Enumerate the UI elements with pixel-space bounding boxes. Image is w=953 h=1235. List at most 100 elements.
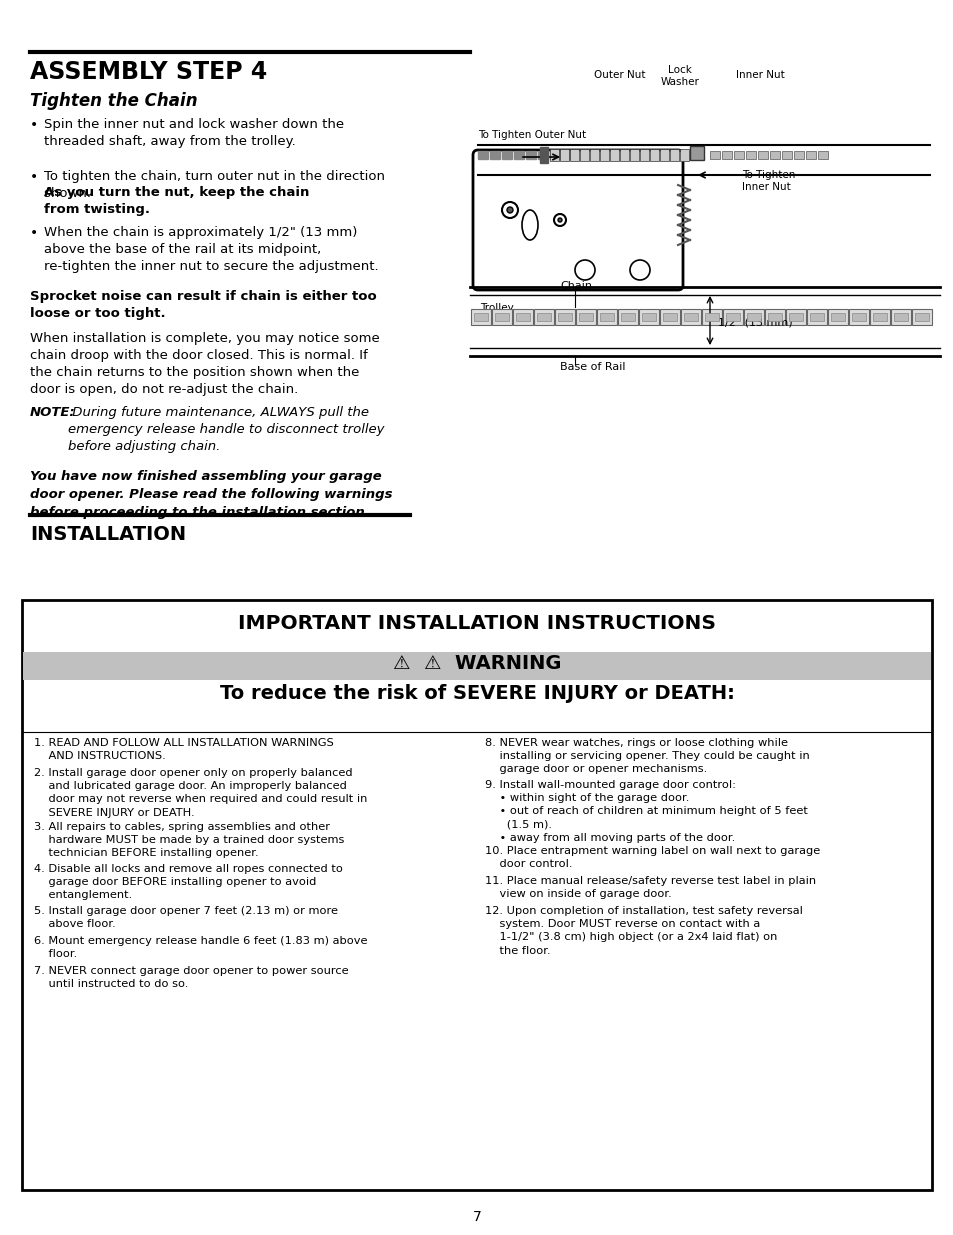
Bar bbox=[569, 149, 578, 161]
Text: •: • bbox=[30, 226, 38, 240]
Text: As you turn the nut, keep the chain
from twisting.: As you turn the nut, keep the chain from… bbox=[44, 186, 309, 216]
Bar bbox=[669, 149, 679, 161]
Text: ASSEMBLY STEP 4: ASSEMBLY STEP 4 bbox=[30, 61, 267, 84]
Text: 4. Disable all locks and remove all ropes connected to
    garage door BEFORE in: 4. Disable all locks and remove all rope… bbox=[34, 864, 342, 900]
Bar bbox=[793, 151, 803, 159]
Bar bbox=[830, 312, 844, 321]
Bar bbox=[471, 309, 491, 325]
Bar bbox=[555, 309, 575, 325]
Text: Sprocket noise can result if chain is either too
loose or too tight.: Sprocket noise can result if chain is ei… bbox=[30, 290, 376, 320]
Bar bbox=[679, 149, 688, 161]
Bar bbox=[477, 151, 488, 159]
Bar bbox=[689, 146, 703, 161]
Text: 1. READ AND FOLLOW ALL INSTALLATION WARNINGS
    AND INSTRUCTIONS.: 1. READ AND FOLLOW ALL INSTALLATION WARN… bbox=[34, 739, 334, 761]
Circle shape bbox=[575, 261, 595, 280]
Bar bbox=[701, 309, 721, 325]
Bar bbox=[848, 309, 868, 325]
Text: 7. NEVER connect garage door opener to power source
    until instructed to do s: 7. NEVER connect garage door opener to p… bbox=[34, 966, 348, 989]
Bar bbox=[514, 151, 523, 159]
Bar bbox=[743, 309, 763, 325]
Text: To Tighten Outer Nut: To Tighten Outer Nut bbox=[477, 130, 585, 140]
Bar bbox=[769, 151, 780, 159]
Bar bbox=[599, 149, 608, 161]
Bar bbox=[827, 309, 847, 325]
Bar bbox=[869, 309, 889, 325]
Bar bbox=[589, 149, 598, 161]
Bar bbox=[639, 149, 648, 161]
Bar bbox=[817, 151, 827, 159]
Text: 7: 7 bbox=[472, 1210, 481, 1224]
Bar bbox=[561, 151, 572, 159]
Text: ⚠  ⚠  WARNING: ⚠ ⚠ WARNING bbox=[393, 655, 560, 673]
Text: You have now finished assembling your garage
door opener. Please read the follow: You have now finished assembling your ga… bbox=[30, 471, 392, 519]
Bar bbox=[513, 309, 533, 325]
Bar bbox=[492, 309, 512, 325]
Text: Lock
Washer: Lock Washer bbox=[659, 65, 699, 88]
Bar bbox=[659, 309, 679, 325]
Bar bbox=[745, 151, 755, 159]
Circle shape bbox=[629, 261, 649, 280]
Bar bbox=[806, 309, 826, 325]
Bar bbox=[788, 312, 802, 321]
Text: When the chain is approximately 1/2" (13 mm)
above the base of the rail at its m: When the chain is approximately 1/2" (13… bbox=[44, 226, 378, 273]
Bar bbox=[725, 312, 740, 321]
Bar bbox=[641, 312, 656, 321]
Text: Tighten the Chain: Tighten the Chain bbox=[30, 91, 197, 110]
Bar bbox=[733, 151, 743, 159]
Bar bbox=[722, 309, 742, 325]
Text: 5. Install garage door opener 7 feet (2.13 m) or more
    above floor.: 5. Install garage door opener 7 feet (2.… bbox=[34, 906, 337, 929]
Bar bbox=[914, 312, 928, 321]
Text: During future maintenance, ALWAYS pull the
emergency release handle to disconnec: During future maintenance, ALWAYS pull t… bbox=[68, 406, 384, 453]
Bar bbox=[704, 312, 719, 321]
Text: When installation is complete, you may notice some
chain droop with the door clo: When installation is complete, you may n… bbox=[30, 332, 379, 396]
Bar bbox=[758, 151, 767, 159]
Text: To Tighten
Inner Nut: To Tighten Inner Nut bbox=[741, 170, 795, 193]
Bar bbox=[534, 309, 554, 325]
Bar bbox=[785, 309, 805, 325]
Bar bbox=[781, 151, 791, 159]
Bar bbox=[579, 149, 588, 161]
Bar bbox=[539, 147, 547, 163]
Bar bbox=[619, 149, 628, 161]
Text: Base of Rail: Base of Rail bbox=[559, 362, 625, 372]
Text: 9. Install wall-mounted garage door control:
    • within sight of the garage do: 9. Install wall-mounted garage door cont… bbox=[484, 781, 807, 842]
Bar bbox=[767, 312, 781, 321]
Text: 1/2" (13 mm): 1/2" (13 mm) bbox=[718, 317, 792, 327]
Text: 3. All repairs to cables, spring assemblies and other
    hardware MUST be made : 3. All repairs to cables, spring assembl… bbox=[34, 823, 344, 858]
Bar bbox=[576, 309, 596, 325]
Text: To tighten the chain, turn outer nut in the direction
shown.: To tighten the chain, turn outer nut in … bbox=[44, 170, 385, 200]
Bar bbox=[490, 151, 499, 159]
Bar bbox=[620, 312, 635, 321]
Text: IMPORTANT INSTALLATION INSTRUCTIONS: IMPORTANT INSTALLATION INSTRUCTIONS bbox=[237, 614, 716, 634]
Text: 12. Upon completion of installation, test safety reversal
    system. Door MUST : 12. Upon completion of installation, tes… bbox=[484, 906, 802, 956]
Bar bbox=[550, 149, 558, 161]
Bar bbox=[721, 151, 731, 159]
Bar bbox=[537, 151, 547, 159]
Text: INSTALLATION: INSTALLATION bbox=[30, 525, 186, 543]
Bar bbox=[550, 151, 559, 159]
Bar bbox=[22, 600, 931, 1191]
Text: 10. Place entrapment warning label on wall next to garage
    door control.: 10. Place entrapment warning label on wa… bbox=[484, 846, 820, 869]
Bar bbox=[911, 309, 931, 325]
Bar bbox=[764, 309, 784, 325]
Bar bbox=[662, 312, 677, 321]
Bar bbox=[501, 151, 512, 159]
Text: NOTE:: NOTE: bbox=[30, 406, 75, 419]
Bar bbox=[709, 151, 720, 159]
Bar bbox=[659, 149, 668, 161]
Text: Outer Nut: Outer Nut bbox=[594, 70, 645, 80]
Bar bbox=[893, 312, 907, 321]
Text: 2. Install garage door opener only on properly balanced
    and lubricated garag: 2. Install garage door opener only on pr… bbox=[34, 768, 367, 818]
Bar bbox=[597, 309, 617, 325]
Circle shape bbox=[506, 207, 513, 212]
Text: Inner Nut: Inner Nut bbox=[735, 70, 783, 80]
Circle shape bbox=[558, 219, 561, 222]
Bar bbox=[649, 149, 659, 161]
Text: Trolley: Trolley bbox=[479, 303, 514, 312]
Bar bbox=[851, 312, 865, 321]
Bar bbox=[599, 312, 614, 321]
Bar bbox=[890, 309, 910, 325]
Bar bbox=[559, 149, 568, 161]
Text: •: • bbox=[30, 170, 38, 184]
Bar bbox=[683, 312, 698, 321]
